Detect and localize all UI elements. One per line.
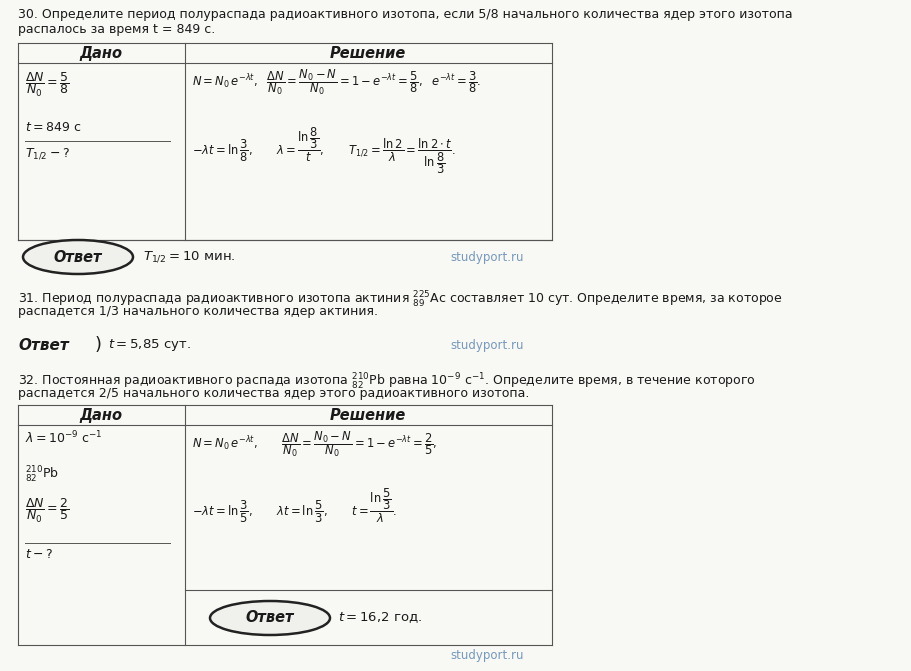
Text: $\lambda = 10^{-9}\ \text{с}^{-1}$: $\lambda = 10^{-9}\ \text{с}^{-1}$ xyxy=(25,430,103,447)
Text: ): ) xyxy=(95,336,102,354)
Text: studyport.ru: studyport.ru xyxy=(449,648,523,662)
Text: распадется 1/3 начального количества ядер актиния.: распадется 1/3 начального количества яде… xyxy=(18,305,377,318)
Text: studyport.ru: studyport.ru xyxy=(449,250,523,264)
Text: $t = 5{,}85\ \text{сут.}$: $t = 5{,}85\ \text{сут.}$ xyxy=(107,337,190,353)
Text: 31. Период полураспада радиоактивного изотопа актиния ${}^{225}_{89}$Ас составля: 31. Период полураспада радиоактивного из… xyxy=(18,290,782,310)
Text: 30. Определите период полураспада радиоактивного изотопа, если 5/8 начального ко: 30. Определите период полураспада радиоа… xyxy=(18,8,792,21)
Text: $t = 16{,}2\ \text{год.}$: $t = 16{,}2\ \text{год.}$ xyxy=(338,611,422,625)
Text: распадется 2/5 начального количества ядер этого радиоактивного изотопа.: распадется 2/5 начального количества яде… xyxy=(18,387,528,400)
Text: Ответ: Ответ xyxy=(18,338,68,352)
Text: $\dfrac{\Delta N}{N_0} = \dfrac{5}{8}$: $\dfrac{\Delta N}{N_0} = \dfrac{5}{8}$ xyxy=(25,71,69,99)
Ellipse shape xyxy=(210,601,330,635)
Text: $T_{1/2} = 10\ \text{мин.}$: $T_{1/2} = 10\ \text{мин.}$ xyxy=(143,250,235,264)
Text: Ответ: Ответ xyxy=(245,611,294,625)
Text: ${}^{210}_{82}\text{Pb}$: ${}^{210}_{82}\text{Pb}$ xyxy=(25,465,59,485)
Text: Дано: Дано xyxy=(79,408,122,423)
Text: Решение: Решение xyxy=(330,408,405,423)
Text: $N = N_0\,e^{-\lambda t},\qquad \dfrac{\Delta N}{N_0} = \dfrac{N_0 - N}{N_0} = 1: $N = N_0\,e^{-\lambda t},\qquad \dfrac{\… xyxy=(192,429,437,459)
Text: распалось за время t = 849 с.: распалось за время t = 849 с. xyxy=(18,23,215,36)
Text: studyport.ru: studyport.ru xyxy=(449,338,523,352)
Ellipse shape xyxy=(23,240,133,274)
Text: 32. Постоянная радиоактивного распада изотопа ${}^{210}_{82}$Pb равна 10$^{-9}$ : 32. Постоянная радиоактивного распада из… xyxy=(18,372,755,392)
Text: $\dfrac{\Delta N}{N_0} = \dfrac{2}{5}$: $\dfrac{\Delta N}{N_0} = \dfrac{2}{5}$ xyxy=(25,497,69,525)
Text: $N = N_0\,e^{-\lambda t},\ \ \dfrac{\Delta N}{N_0} = \dfrac{N_0 - N}{N_0} = 1 - : $N = N_0\,e^{-\lambda t},\ \ \dfrac{\Del… xyxy=(192,67,481,97)
Text: $-\lambda t = \ln\dfrac{3}{8},\qquad\lambda = \dfrac{\ln\dfrac{8}{3}}{t},\qquad : $-\lambda t = \ln\dfrac{3}{8},\qquad\lam… xyxy=(192,125,456,176)
Text: Ответ: Ответ xyxy=(54,250,102,264)
Text: $-\lambda t = \ln\dfrac{3}{5},\qquad\lambda t = \ln\dfrac{5}{3},\qquad t = \dfra: $-\lambda t = \ln\dfrac{3}{5},\qquad\lam… xyxy=(192,487,396,525)
Text: $t = 849\ \text{с}$: $t = 849\ \text{с}$ xyxy=(25,121,81,134)
Text: $T_{1/2} - ?$: $T_{1/2} - ?$ xyxy=(25,146,70,160)
Text: $t - ?$: $t - ?$ xyxy=(25,548,53,561)
Text: Дано: Дано xyxy=(79,46,122,61)
Text: Решение: Решение xyxy=(330,46,405,61)
